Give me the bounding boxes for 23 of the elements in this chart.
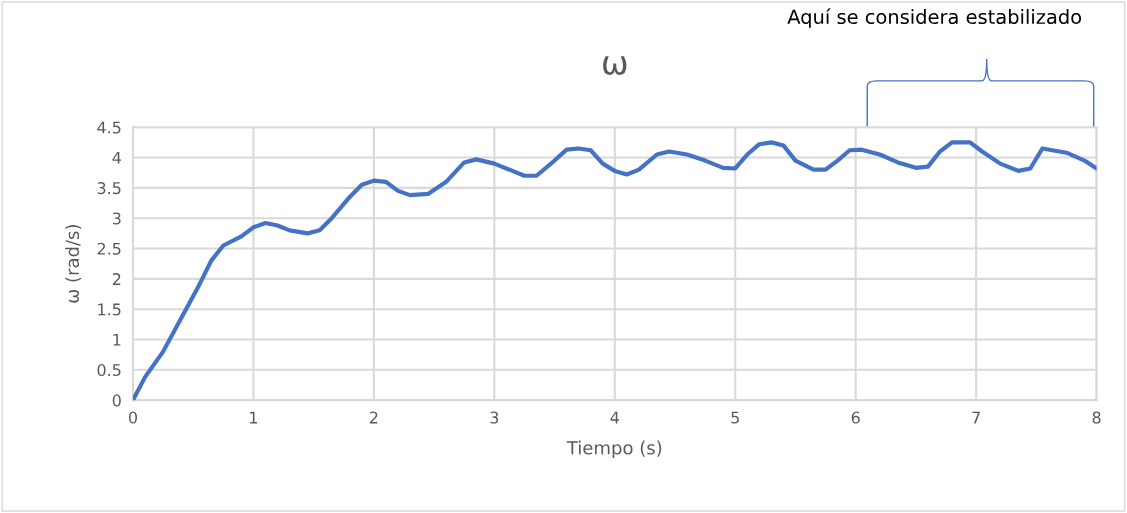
x-tick-label: 8 bbox=[1092, 411, 1101, 424]
y-axis-title: ω (rad/s) bbox=[65, 225, 82, 303]
y-tick-label: 4.5 bbox=[97, 121, 121, 134]
y-tick-label: 0 bbox=[112, 394, 121, 407]
x-tick-label: 0 bbox=[128, 411, 138, 424]
y-tick-label: 1 bbox=[113, 333, 121, 346]
y-tick-label: 3.5 bbox=[97, 182, 121, 195]
y-tick-label: 1.5 bbox=[98, 303, 121, 316]
text: Aquí se considera estabilizado bbox=[787, 8, 1082, 28]
y-tick-label: 0.5 bbox=[97, 364, 121, 377]
y-tick-label: 4 bbox=[112, 151, 121, 164]
x-tick-label: 4 bbox=[610, 411, 619, 424]
x-tick-label: 7 bbox=[972, 411, 980, 424]
x-tick-label: 6 bbox=[851, 411, 860, 424]
x-tick-label: 5 bbox=[731, 411, 739, 424]
chart-title: ω bbox=[603, 56, 627, 75]
x-tick-label: 3 bbox=[490, 411, 499, 424]
y-tick-label: 3 bbox=[112, 212, 121, 225]
x-tick-label: 2 bbox=[369, 411, 378, 424]
y-tick-label: 2.5 bbox=[97, 242, 121, 255]
x-tick-label: 1 bbox=[250, 411, 258, 424]
y-tick-label: 2 bbox=[112, 273, 121, 285]
x-axis-title: Tiempo (s) bbox=[566, 440, 662, 459]
